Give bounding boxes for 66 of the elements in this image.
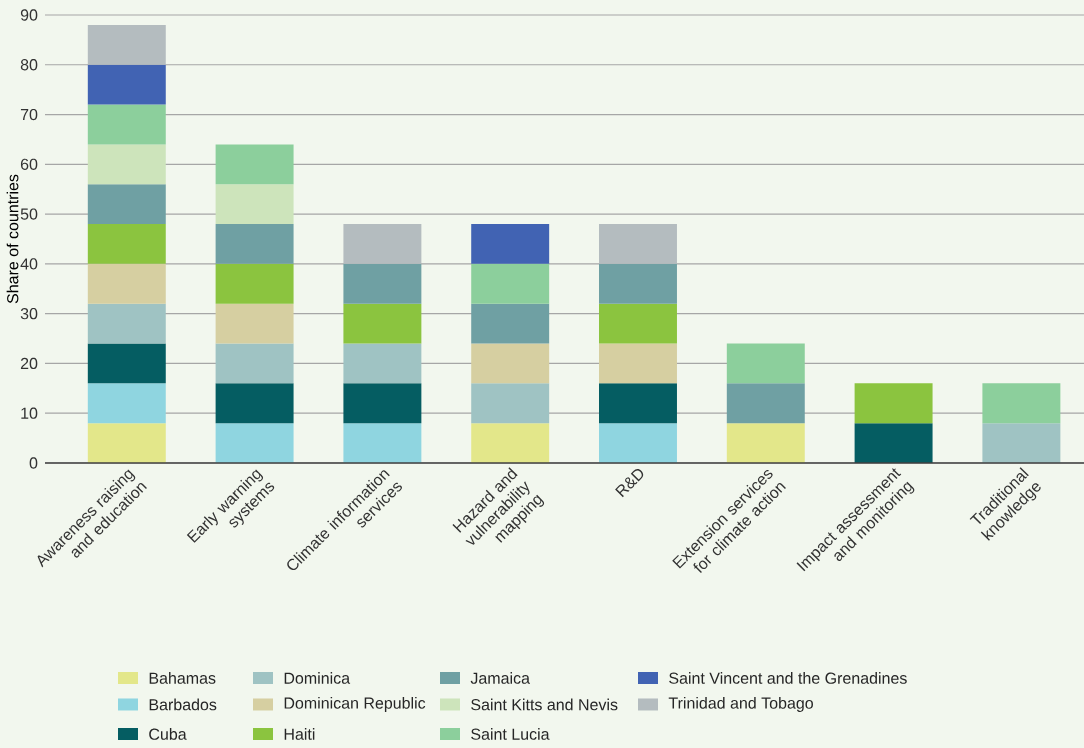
- bar: [471, 383, 550, 424]
- bar: [87, 224, 166, 264]
- legend-label: Saint Kitts and Nevis: [471, 698, 618, 711]
- bar: [87, 263, 166, 304]
- bar: [87, 343, 166, 384]
- bar: [726, 383, 805, 424]
- bar: [471, 263, 550, 304]
- y-tick-label: 40: [20, 258, 38, 270]
- bar: [599, 383, 677, 424]
- bar: [215, 343, 294, 384]
- legend-label: Bahamas: [149, 672, 216, 684]
- bar: [343, 383, 422, 424]
- legend-label: Cuba: [149, 728, 187, 740]
- bar: [599, 303, 677, 344]
- bar: [471, 343, 550, 384]
- bar: [726, 343, 805, 384]
- bar: [471, 303, 550, 344]
- bar: [87, 64, 166, 105]
- bar: [87, 24, 166, 65]
- y-tick-label: 90: [20, 9, 38, 21]
- legend-label: Haiti: [284, 728, 315, 740]
- bar: [343, 224, 422, 264]
- bar: [87, 184, 166, 225]
- bar: [87, 104, 166, 145]
- legend-label: Saint Vincent and the Grenadines: [669, 672, 907, 684]
- y-tick-label: 70: [20, 108, 38, 121]
- bar: [599, 343, 677, 384]
- bar: [215, 383, 294, 424]
- bar: [215, 423, 294, 463]
- bar: [215, 224, 294, 264]
- bar: [982, 383, 1061, 424]
- y-tick-label: 30: [20, 308, 38, 320]
- bar: [854, 423, 933, 463]
- legend-label: Trinidad and Tobago: [668, 697, 813, 712]
- bar: [982, 423, 1061, 463]
- bar: [471, 423, 550, 463]
- y-tick-label: 20: [20, 357, 38, 370]
- bar: [215, 184, 294, 225]
- legend-label: Saint Lucia: [471, 728, 550, 740]
- bar: [343, 303, 422, 344]
- legend-label: Dominican Republic: [284, 697, 426, 712]
- bar: [215, 263, 294, 304]
- bar: [599, 423, 677, 463]
- bar: [343, 343, 422, 384]
- bar: [87, 303, 166, 344]
- y-tick-label: 60: [20, 158, 38, 170]
- bar: [726, 423, 805, 463]
- bar: [343, 423, 422, 463]
- bar: [343, 263, 422, 304]
- bar: [471, 224, 550, 264]
- bar: [215, 303, 294, 344]
- bar: [87, 423, 166, 463]
- y-tick-label: 0: [29, 457, 38, 469]
- y-axis-title: Share of countries: [6, 174, 19, 304]
- bar: [215, 144, 294, 185]
- y-tick-label: 10: [21, 407, 38, 419]
- y-tick-label: 80: [20, 59, 38, 71]
- bar: [87, 144, 166, 185]
- bar: [599, 263, 677, 304]
- bar: [599, 224, 677, 264]
- y-tick-label: 50: [20, 208, 38, 220]
- bar: [854, 383, 933, 424]
- legend-label: Barbados: [149, 698, 217, 711]
- legend-label: Dominica: [284, 672, 351, 684]
- bar: [87, 383, 166, 424]
- legend-label: Jamaica: [470, 672, 530, 684]
